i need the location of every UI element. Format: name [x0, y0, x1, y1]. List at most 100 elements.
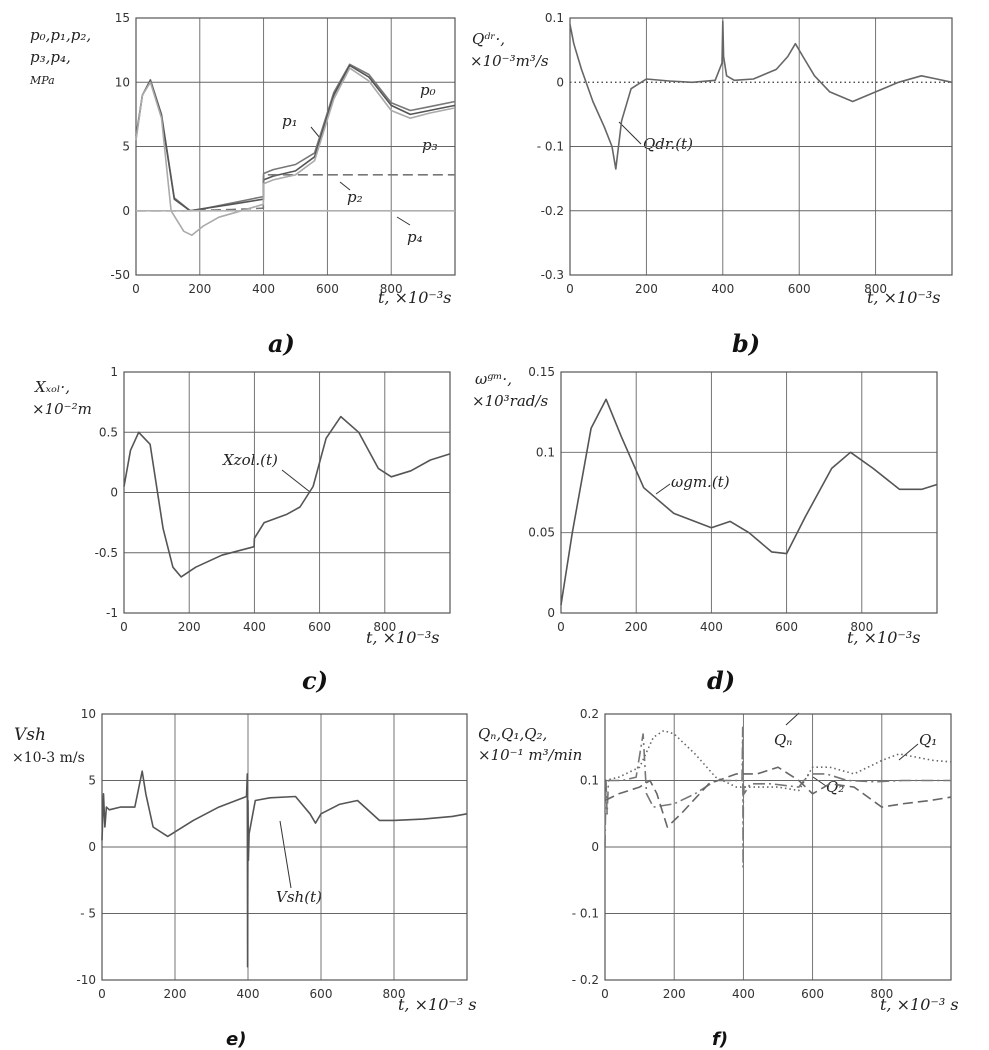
y-tick-label-d: 0.1: [536, 445, 555, 459]
panel-b-ylabel-line2: ×10⁻³m³/s: [470, 52, 549, 70]
panel-f-ylabel-line2: ×10⁻¹ m³/min: [478, 746, 582, 764]
x-tick-label-d: 800: [850, 620, 873, 634]
panel-c-xlabel: t, ×10⁻³s: [366, 628, 439, 647]
x-tick-label-c: 200: [178, 620, 201, 634]
panel-a-leaders: [310, 126, 411, 226]
x-tick-label-c: 400: [243, 620, 266, 634]
plot-frame-a: [135, 17, 456, 276]
y-tick-label-a: 5: [122, 140, 130, 154]
panel-e-ylabel-line1: Vsh: [14, 725, 46, 745]
x-tick-label-e: 0: [98, 987, 106, 1001]
y-tick-label-c: 1: [110, 365, 118, 379]
series-line-f-1: [604, 729, 952, 792]
panel-e-ylabel-line2: ×10-3 m/s: [12, 750, 85, 766]
panel-d: ωᵍᵐ·, ×10³rad/s t, ×10⁻³s d) ωgm.(t): [472, 370, 920, 695]
x-tick-label-b: 600: [788, 282, 811, 296]
x-tick-label-d: 600: [775, 620, 798, 634]
y-tick-label-e: 5: [88, 774, 96, 788]
panel-f-xlabel: t, ×10⁻³ s: [880, 995, 959, 1014]
panel-a-label: a): [268, 329, 295, 358]
y-tick-label-f: 0: [591, 840, 599, 854]
y-tick-label-a: 15: [115, 11, 130, 25]
y-tick-label-c: -1: [106, 606, 118, 620]
plot-b: 0 200 400 600 800 -0.3 -0.2 - 0.1 0 0.1: [537, 11, 953, 296]
x-tick-label-b: 800: [864, 282, 887, 296]
x-tick-label-d: 200: [625, 620, 648, 634]
panel-d-leader: [655, 483, 671, 495]
panel-e-xlabel: t, ×10⁻³ s: [398, 995, 477, 1014]
panel-c-leader: [281, 469, 311, 493]
series-line-e-0: [101, 770, 468, 968]
panel-d-annotation: ωgm.(t): [671, 473, 730, 491]
x-tick-label-a: 400: [252, 282, 275, 296]
y-tick-label-e: 0: [88, 840, 96, 854]
x-tick-label-d: 400: [700, 620, 723, 634]
y-tick-label-f: 0.2: [580, 707, 599, 721]
x-tick-label-b: 200: [635, 282, 658, 296]
panel-f-annotation-q1: Q₁: [919, 731, 937, 749]
x-tick-label-c: 0: [120, 620, 128, 634]
y-tick-label-b: -0.2: [541, 204, 564, 218]
panel-f-leaders: [785, 712, 919, 787]
series-line-d-0: [560, 398, 938, 606]
y-tick-label-c: -0.5: [95, 546, 118, 560]
x-tick-label-e: 400: [237, 987, 260, 1001]
series-line-f-0: [604, 726, 951, 868]
y-tick-label-f: 0.1: [580, 774, 599, 788]
panel-a-annotation-p0: p₀: [420, 81, 436, 99]
panel-b-label: b): [732, 329, 760, 358]
plot-c: 0 200 400 600 800 -1 -0.5 0 0.5 1: [95, 365, 451, 634]
x-tick-label-c: 800: [373, 620, 396, 634]
panel-e-label: e): [226, 1029, 246, 1050]
x-tick-label-a: 800: [380, 282, 403, 296]
panel-f: Qₙ,Q₁,Q₂, ×10⁻¹ m³/min t, ×10⁻³ s f) Qₙ …: [478, 712, 959, 1050]
x-tick-label-e: 200: [164, 987, 187, 1001]
plot-frame-e: [101, 713, 468, 981]
y-tick-label-c: 0.5: [99, 425, 118, 439]
x-tick-label-a: 200: [188, 282, 211, 296]
plot-d: 0 200 400 600 800 0 0.05 0.1 0.15: [528, 365, 938, 634]
y-tick-label-b: -0.3: [541, 268, 564, 282]
series-line-a-1: [135, 64, 456, 212]
panel-e: Vsh ×10-3 m/s t, ×10⁻³ s e) Vsh(t): [12, 725, 477, 1050]
panel-d-ylabel-line2: ×10³rad/s: [472, 392, 548, 410]
x-tick-label-f: 800: [870, 987, 893, 1001]
panel-c-label: c): [302, 666, 328, 695]
y-tick-label-a: -50: [110, 268, 130, 282]
y-tick-label-d: 0: [547, 606, 555, 620]
x-tick-label-f: 400: [732, 987, 755, 1001]
panel-e-leader: [279, 820, 292, 889]
y-tick-label-f: - 0.1: [572, 907, 599, 921]
panel-c-annotation: Xzol.(t): [222, 451, 278, 469]
x-tick-label-a: 600: [316, 282, 339, 296]
x-tick-label-f: 200: [663, 987, 686, 1001]
x-tick-label-a: 0: [132, 282, 140, 296]
panel-c-ylabel-line1: Xₓₒₗ·,: [34, 378, 70, 396]
panel-a-annotation-p1: p₁: [282, 112, 298, 130]
x-tick-label-d: 0: [557, 620, 565, 634]
panel-f-annotation-q2: Q₂: [826, 778, 844, 796]
panel-a-ylabel-line1: p₀,p₁,p₂,: [30, 26, 91, 44]
series-line-b-0: [569, 20, 953, 170]
panel-b-ylabel-line1: Qᵈʳ·,: [472, 30, 505, 48]
x-tick-label-b: 400: [711, 282, 734, 296]
x-tick-label-e: 800: [383, 987, 406, 1001]
panel-b: Qᵈʳ·, ×10⁻³m³/s t, ×10⁻³s b) Qdr.(t): [470, 30, 940, 358]
panel-a-annotation-p3: p₃: [422, 136, 438, 154]
series-line-c-0: [123, 415, 451, 578]
y-tick-label-d: 0.15: [528, 365, 555, 379]
series-line-a-0: [135, 63, 456, 212]
series-line-a-3: [135, 67, 456, 236]
panel-f-annotation-qn: Qₙ: [774, 731, 792, 749]
panel-f-ylabel-line1: Qₙ,Q₁,Q₂,: [478, 725, 547, 743]
panel-a-ylabel-line2: p₃,p₄,: [30, 48, 71, 66]
x-tick-label-f: 0: [601, 987, 609, 1001]
panel-f-label: f): [712, 1029, 728, 1050]
plot-frame-c: [123, 371, 451, 614]
y-tick-label-b: - 0.1: [537, 140, 564, 154]
panel-b-leader: [618, 121, 642, 145]
panel-d-xlabel: t, ×10⁻³s: [847, 628, 920, 647]
x-tick-label-e: 600: [310, 987, 333, 1001]
